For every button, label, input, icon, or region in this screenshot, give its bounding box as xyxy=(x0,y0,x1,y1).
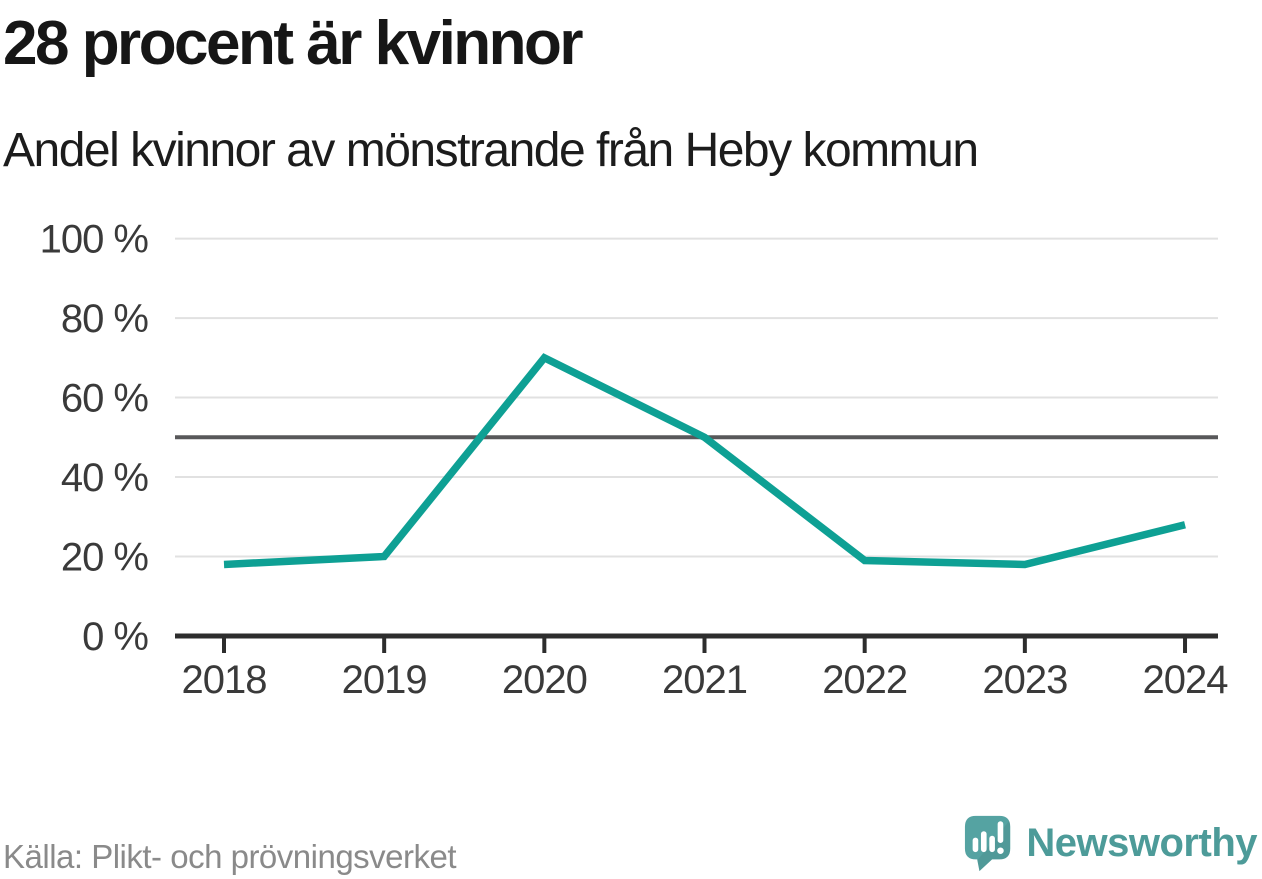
newsworthy-logo: Newsworthy xyxy=(963,814,1257,872)
x-tick-label-2018: 2018 xyxy=(182,658,267,702)
x-tick-label-2024: 2024 xyxy=(1143,658,1229,702)
x-tick-label-2023: 2023 xyxy=(982,658,1067,702)
chart-subtitle: Andel kvinnor av mönstrande från Heby ko… xyxy=(3,124,979,177)
y-tick-label-40: 40 % xyxy=(61,456,149,500)
y-tick-label-80: 80 % xyxy=(61,297,149,341)
x-tick-label-2022: 2022 xyxy=(822,658,907,702)
line-chart-canvas: 2018 2019 2020 2021 2022 2023 2024 0 % 20 % 40 % 6… xyxy=(40,218,1230,702)
x-tick-label-2020: 2020 xyxy=(502,658,587,702)
newsworthy-wordmark: Newsworthy xyxy=(1026,820,1257,865)
data-line-andel-kvinnor xyxy=(223,353,1186,569)
newsworthy-icon xyxy=(965,815,1011,872)
source-text: Källa: Plikt- och prövningsverket xyxy=(3,838,457,875)
y-tick-label-100: 100 % xyxy=(40,218,149,262)
y-tick-label-0: 0 % xyxy=(82,615,148,659)
x-tick-label-2019: 2019 xyxy=(342,658,427,702)
y-tick-label-20: 20 % xyxy=(61,536,149,580)
chart-title: 28 procent är kvinnor xyxy=(3,9,584,78)
y-tick-label-60: 60 % xyxy=(61,377,149,421)
mini-bar-chart-glyph xyxy=(973,821,1005,854)
x-tick-label-2021: 2021 xyxy=(662,658,747,702)
